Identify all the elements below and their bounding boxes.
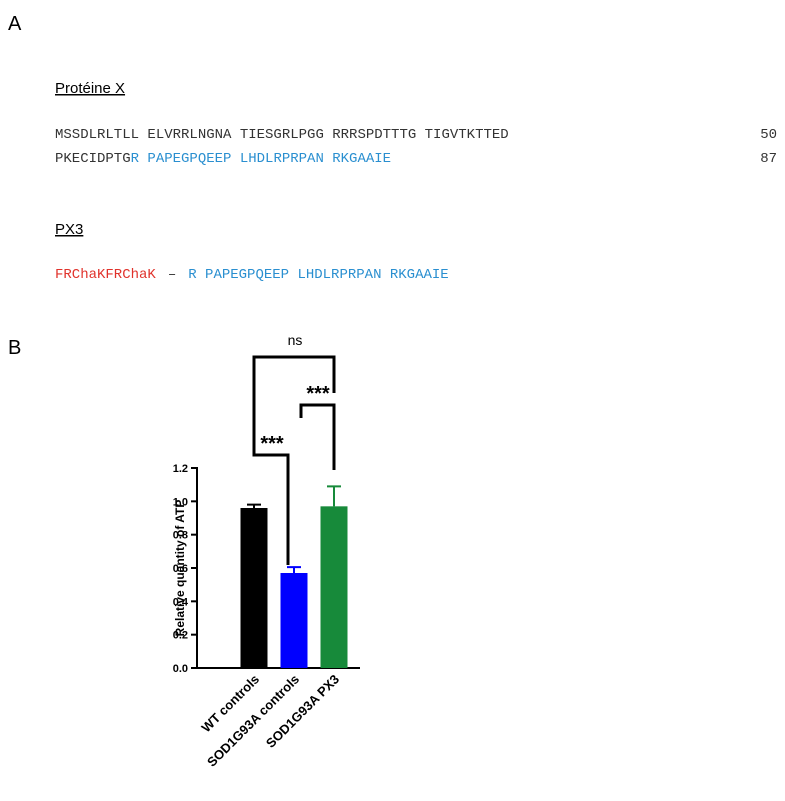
significance-label: *** — [306, 383, 330, 405]
px3-title: PX3 — [55, 221, 83, 238]
panel-label: A — [8, 13, 22, 35]
residue-count: 87 — [760, 151, 777, 167]
y-tick-label: 0.0 — [173, 663, 188, 675]
y-tick-label: 1.0 — [173, 496, 188, 508]
bar — [280, 573, 308, 668]
y-tick-label: 0.4 — [173, 596, 189, 608]
significance-label: ns — [288, 332, 303, 348]
sequence-line: MSSDLRLTLL ELVRRLNGNA TIESGRLPGG RRRSPDT… — [55, 127, 509, 143]
significance-label: *** — [260, 433, 284, 455]
sequence-part: R PAPEGPQEEP LHDLRPRPAN RKGAAIE — [131, 151, 391, 167]
panel-label: B — [8, 337, 21, 359]
bar-chart: 0.0 0.2 0.4 0.6 0.8 1.0 1.2 Relative quantity o… — [173, 332, 360, 770]
sequence-part: R PAPEGPQEEP LHDLRPRPAN RKGAAIE — [188, 267, 448, 283]
x-tick-label: SOD1G93A PX3 — [263, 672, 342, 751]
px3-sequence: FRChaKFRChaK – R PAPEGPQEEP LHDLRPRPAN RKG… — [55, 267, 449, 283]
y-tick-label: 0.2 — [173, 630, 188, 642]
residue-count: 50 — [760, 127, 777, 143]
bar — [320, 506, 348, 668]
y-axis-title: Relative quantity of ATP — [173, 500, 187, 637]
significance-bracket — [252, 355, 336, 439]
sequence-part: – — [168, 267, 176, 283]
sequence-part: PKECIDPTG — [55, 151, 131, 167]
sequence-part: FRChaKFRChaK — [55, 267, 156, 283]
significance-bracket — [252, 439, 290, 565]
bar — [240, 508, 268, 668]
y-tick-label: 1.2 — [173, 463, 188, 475]
sequence-line: PKECIDPTGR PAPEGPQEEP LHDLRPRPAN RKGAAIE — [55, 151, 391, 167]
error-bar — [327, 485, 341, 507]
error-bar — [247, 503, 261, 508]
y-tick-label: 0.6 — [173, 563, 188, 575]
significance-bracket — [299, 403, 336, 470]
error-bar — [287, 566, 301, 573]
y-tick-label: 0.8 — [173, 530, 188, 542]
protein-title: Protéine X — [55, 80, 125, 97]
